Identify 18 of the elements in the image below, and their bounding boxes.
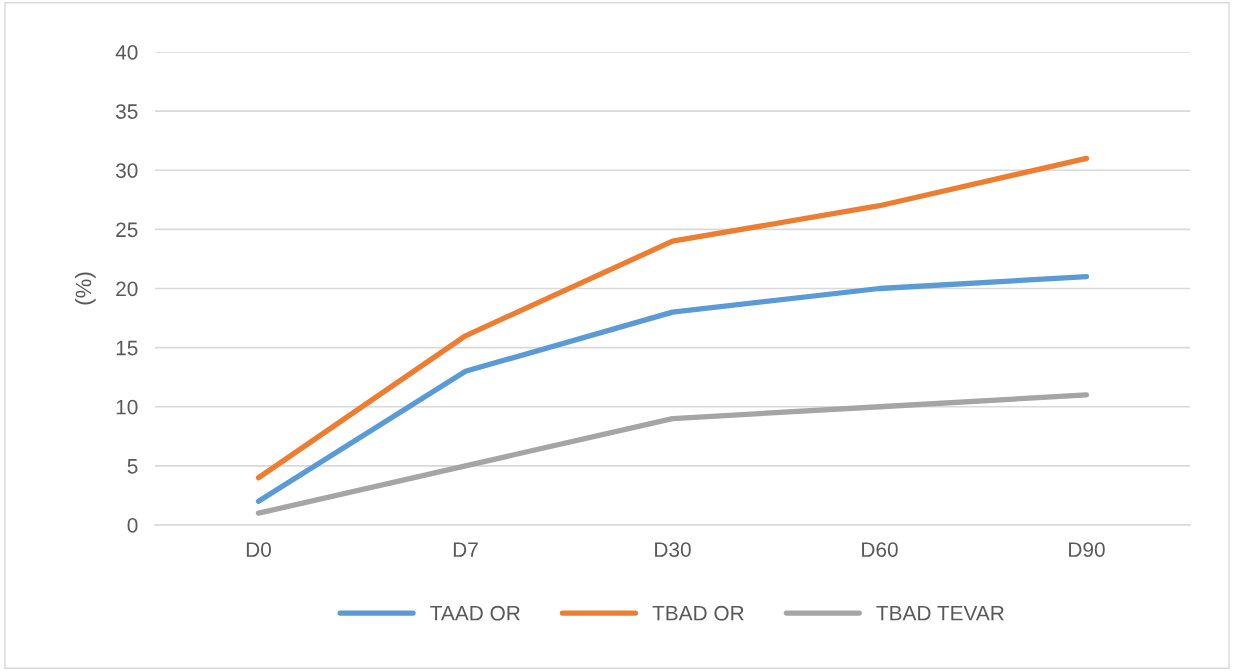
y-tick-label: 10 xyxy=(116,399,138,415)
y-tick-label: 5 xyxy=(127,459,138,474)
legend-label: TBAD OR xyxy=(652,605,744,621)
y-tick-label: 35 xyxy=(115,104,138,119)
legend-label: TBAD TEVAR xyxy=(876,606,1004,621)
y-tick-label: 40 xyxy=(115,45,138,60)
y-tick-label: 20 xyxy=(116,281,138,297)
x-tick-label: D7 xyxy=(453,542,478,557)
x-tick-label: D90 xyxy=(1069,542,1105,557)
x-tick-label: D30 xyxy=(655,542,691,557)
y-tick-label: 25 xyxy=(116,222,138,238)
y-tick-label: 30 xyxy=(115,163,138,178)
legend-label: TAAD OR xyxy=(430,605,520,621)
y-axis-title: (%) xyxy=(75,272,96,305)
x-tick-label: D60 xyxy=(862,542,898,557)
y-tick-label: 15 xyxy=(116,340,138,356)
x-tick-label: D0 xyxy=(246,542,271,557)
y-tick-label: 0 xyxy=(127,518,138,533)
